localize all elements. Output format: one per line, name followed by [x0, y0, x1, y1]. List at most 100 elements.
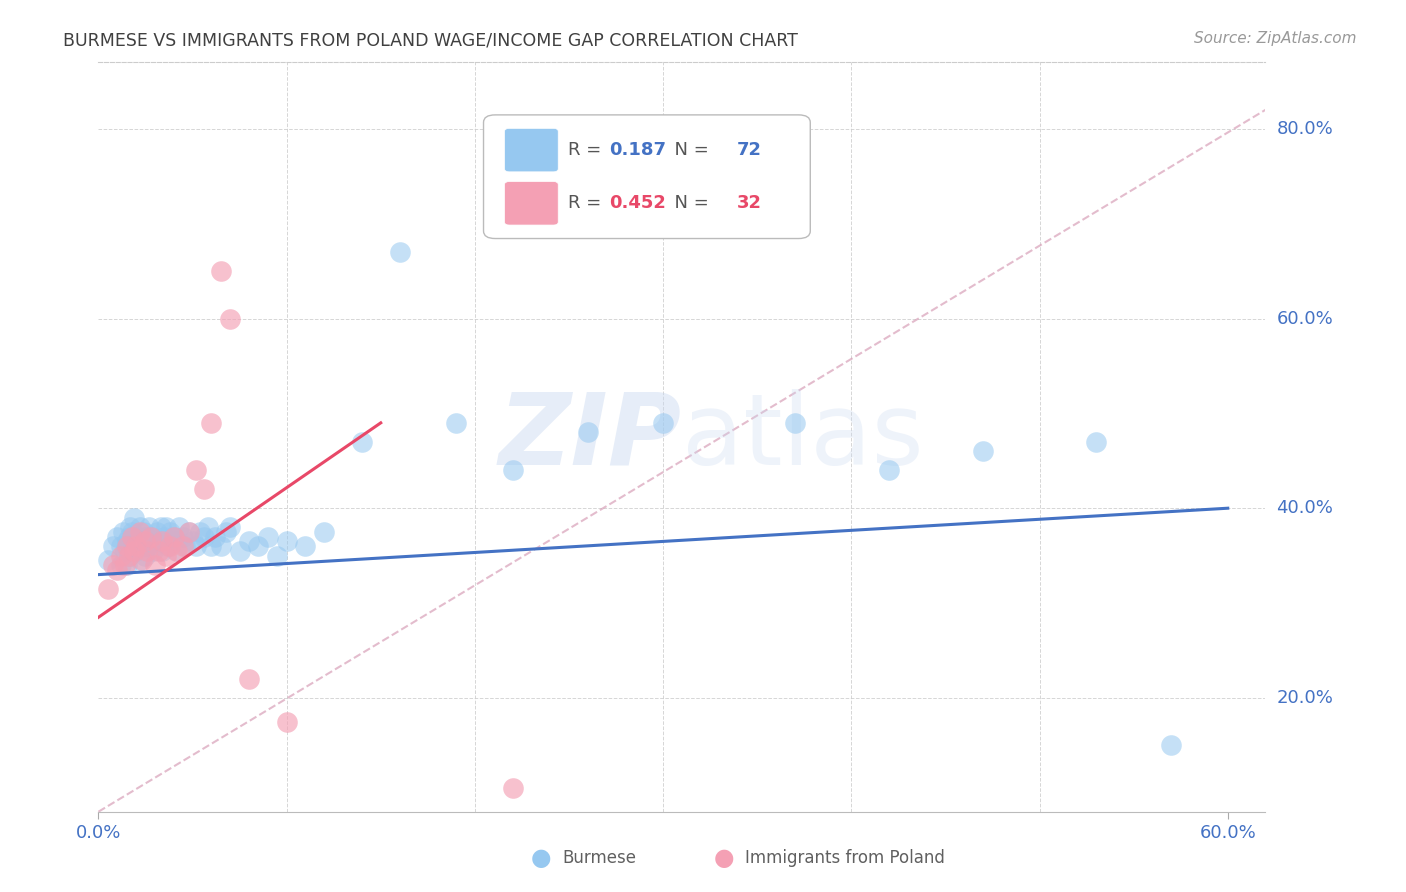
FancyBboxPatch shape [505, 182, 558, 225]
Point [163, 530, 186, 544]
Point [134, 534, 156, 549]
Point [502, 780, 524, 795]
Point [121, 539, 143, 553]
Point [115, 534, 138, 549]
Point [128, 524, 150, 539]
Point [238, 534, 260, 549]
Point [110, 558, 132, 573]
Point [125, 544, 148, 558]
Point [219, 311, 242, 326]
Text: R =: R = [568, 141, 606, 159]
Point [186, 539, 208, 553]
Point [152, 544, 174, 558]
Point [132, 524, 155, 539]
Point [159, 524, 181, 539]
Point [139, 530, 162, 544]
Point [111, 524, 134, 539]
Point [128, 553, 150, 567]
Point [155, 549, 177, 563]
Text: 80.0%: 80.0% [1277, 120, 1333, 138]
Point [131, 553, 153, 567]
Point [877, 463, 900, 477]
Point [219, 520, 242, 534]
Text: N =: N = [664, 141, 714, 159]
Point [294, 539, 316, 553]
Point [115, 558, 138, 573]
Point [97, 582, 120, 596]
Point [172, 530, 194, 544]
Point [652, 416, 675, 430]
Text: Source: ZipAtlas.com: Source: ZipAtlas.com [1194, 31, 1357, 46]
Point [444, 416, 467, 430]
Text: Immigrants from Poland: Immigrants from Poland [745, 849, 945, 867]
Point [127, 530, 149, 544]
Point [169, 520, 191, 534]
Point [177, 524, 200, 539]
Point [134, 549, 156, 563]
Point [228, 544, 250, 558]
Point [152, 534, 174, 549]
Point [204, 530, 226, 544]
Point [117, 530, 139, 544]
Point [276, 534, 298, 549]
Text: ●: ● [714, 847, 734, 870]
Text: 0.452: 0.452 [610, 194, 666, 212]
Text: Burmese: Burmese [562, 849, 637, 867]
Point [181, 534, 204, 549]
Text: R =: R = [568, 194, 606, 212]
FancyBboxPatch shape [484, 115, 810, 238]
Point [121, 524, 143, 539]
Point [972, 444, 994, 458]
Point [174, 539, 197, 553]
Point [97, 553, 120, 567]
Text: 60.0%: 60.0% [1277, 310, 1333, 327]
Point [153, 530, 176, 544]
Point [266, 549, 288, 563]
Point [125, 539, 148, 553]
Text: ●: ● [531, 847, 551, 870]
Point [502, 463, 524, 477]
Point [105, 530, 128, 544]
Text: N =: N = [664, 194, 714, 212]
Point [117, 549, 139, 563]
Point [576, 425, 599, 440]
Point [209, 539, 232, 553]
Point [177, 524, 200, 539]
Point [148, 544, 170, 558]
Point [138, 520, 160, 534]
Point [163, 530, 186, 544]
Point [247, 539, 270, 553]
Point [200, 416, 222, 430]
Point [103, 539, 125, 553]
Point [143, 558, 166, 573]
Point [122, 510, 145, 524]
Point [276, 714, 298, 729]
Point [149, 520, 172, 534]
Point [166, 534, 188, 549]
Point [165, 544, 187, 558]
Point [105, 563, 128, 577]
Point [350, 434, 373, 449]
Point [122, 544, 145, 558]
Text: 32: 32 [737, 194, 762, 212]
Point [1160, 739, 1182, 753]
Text: 0.187: 0.187 [610, 141, 666, 159]
Point [110, 549, 132, 563]
Point [157, 539, 180, 553]
Point [197, 520, 219, 534]
Point [256, 530, 278, 544]
FancyBboxPatch shape [505, 128, 558, 172]
Point [193, 482, 215, 496]
Point [136, 539, 159, 553]
Text: 72: 72 [737, 141, 762, 159]
Point [103, 558, 125, 573]
Point [136, 544, 159, 558]
Point [783, 416, 806, 430]
Point [155, 520, 177, 534]
Point [131, 539, 153, 553]
Point [139, 530, 162, 544]
Point [114, 558, 136, 573]
Point [186, 463, 208, 477]
Point [188, 524, 211, 539]
Text: ZIP: ZIP [499, 389, 682, 485]
